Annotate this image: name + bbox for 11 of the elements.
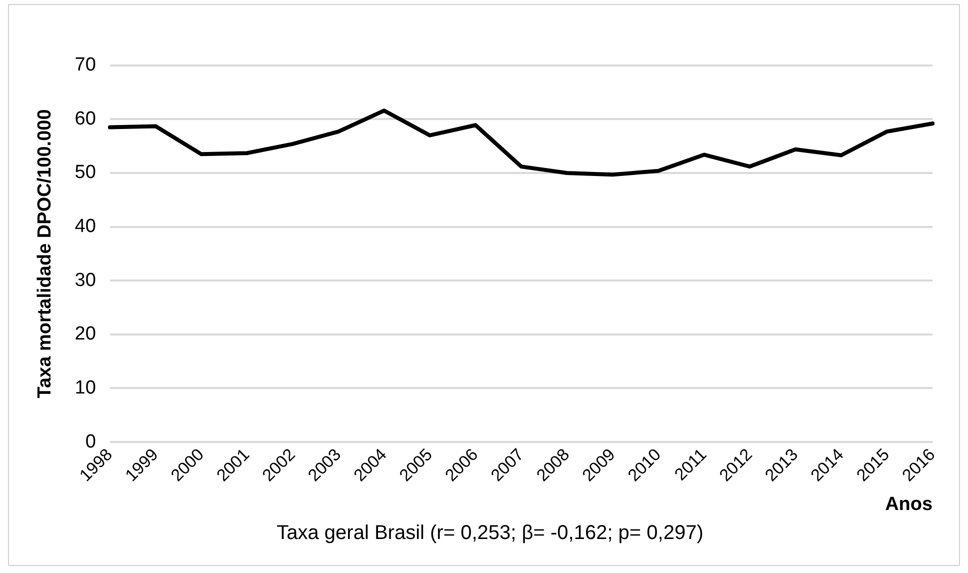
y-tick-label: 50	[74, 162, 96, 184]
text: Taxa geral Brasil (r= 0,253; β= -0,162; p= 0,297)	[276, 522, 704, 545]
y-tick-label: 60	[74, 108, 96, 130]
y-tick-label: 10	[74, 377, 96, 398]
y-tick-label: 40	[74, 216, 96, 238]
y-tick-label: 70	[74, 54, 96, 76]
y-tick-label: 20	[74, 324, 96, 345]
y-tick-label: 0	[85, 431, 96, 452]
y-axis-title: Taxa mortalidade DPOC/100.000	[34, 109, 56, 398]
y-tick-label: 30	[74, 270, 96, 291]
x-axis-title: Anos	[885, 494, 933, 515]
